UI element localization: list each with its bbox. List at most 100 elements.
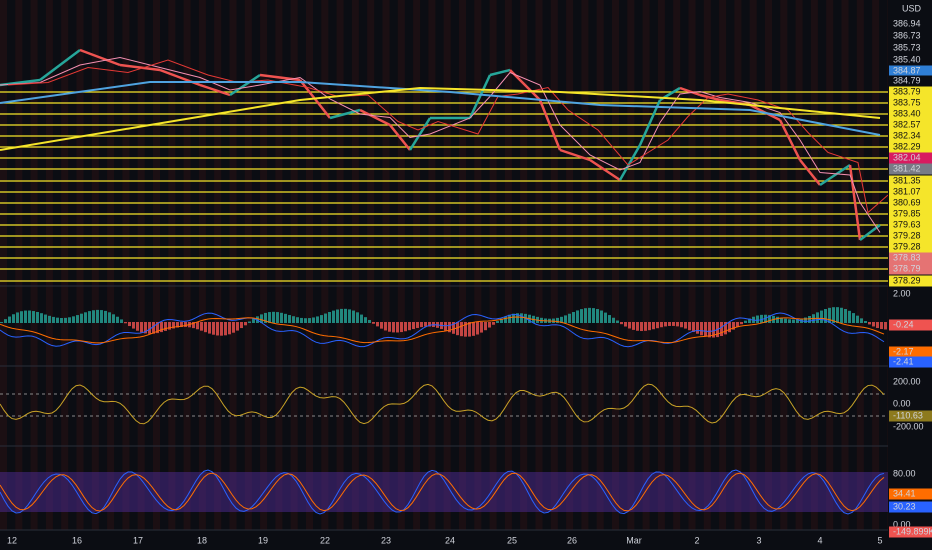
macd-hist [624,322,627,327]
session-band [459,0,466,530]
macd-hist [856,315,859,323]
price-label: 385.73 [893,42,921,52]
indicator-label-bg [889,488,932,500]
macd-hist [616,320,619,323]
price-label-bg [889,75,932,87]
price-label: 382.34 [893,130,921,140]
macd-hist [116,316,119,323]
price-segment [79,48,121,67]
price-segment [538,99,562,151]
macd-hist [368,319,371,323]
session-band [198,0,206,530]
price-label: 380.69 [893,197,921,207]
session-band [413,0,421,530]
macd-hist [648,322,651,331]
indicator-label: 200.00 [893,376,921,386]
macd-hist [628,322,631,329]
price-label-bg [889,197,932,209]
macd-hist [68,317,71,323]
macd-hist [756,315,759,323]
macd-hist [8,316,11,323]
indicator-label: -110.63 [893,410,923,420]
price-label-bg [889,152,932,164]
price-label: 379.28 [893,230,921,240]
macd-hist [144,322,147,334]
session-band [795,0,803,530]
macd-hist [152,322,155,334]
macd-hist [356,312,359,323]
time-label: 3 [756,535,761,545]
macd-hist [512,313,515,323]
macd-hist [640,322,643,332]
time-label: 2 [694,535,699,545]
macd-hist [56,317,59,323]
price-label-bg [889,18,932,30]
macd-hist [364,317,367,323]
session-band [474,0,482,530]
session-band [321,0,329,530]
price-label: 381.07 [893,186,921,196]
macd-hist [828,307,831,323]
stoch-band [0,472,888,512]
macd-hist [220,322,223,336]
cci-line [0,383,885,425]
session-band [443,0,451,530]
session-band [61,0,69,530]
price-label: 381.35 [893,175,921,185]
macd-hist [632,322,635,330]
macd-hist [136,322,139,331]
session-band [122,0,130,530]
session-band [657,0,665,530]
macd-hist [848,310,851,323]
indicator-label: 0.00 [893,398,911,408]
macd-hist [20,311,23,323]
session-band [290,0,298,530]
macd-hist [32,311,35,323]
session-band [520,0,528,530]
macd-hist [704,322,707,337]
macd-hist [272,311,275,323]
macd-hist [80,313,83,323]
session-band [91,0,99,530]
macd-hist [496,321,499,323]
price-label-bg [889,208,932,220]
macd-hist [392,322,395,333]
macd-hist [64,317,67,323]
macd-hist [444,322,447,331]
macd-hist [256,316,259,323]
ma-line [0,81,881,136]
macd-hist [464,322,467,337]
session-band [550,0,558,530]
macd-hist [76,315,79,323]
macd-hist [696,322,699,334]
macd-hist [620,322,623,325]
macd-hist [868,322,871,325]
price-label: 385.40 [893,54,921,64]
price-segment [679,86,701,97]
macd-hist [132,322,135,329]
session-band [168,0,176,530]
macd-hist [740,322,743,325]
session-band [382,0,390,530]
macd-hist [672,322,675,326]
macd-hist [276,312,279,323]
macd-hist [268,312,271,323]
macd-hist [44,314,47,323]
stoch-line [0,469,885,515]
session-band [642,0,650,530]
macd-hist [28,310,31,323]
macd-hist [108,312,111,323]
session-band [734,0,742,530]
price-label-bg [889,175,932,187]
macd-hist [252,318,255,323]
session-band [596,0,604,530]
macd-hist [384,322,387,331]
price-segment [468,74,492,119]
macd-hist [304,318,307,323]
macd-hist [88,311,91,323]
macd-hist [288,315,291,323]
macd-hist [556,317,559,323]
price-label: 383.75 [893,97,921,107]
macd-hist [824,309,827,323]
macd-hist [236,322,239,331]
